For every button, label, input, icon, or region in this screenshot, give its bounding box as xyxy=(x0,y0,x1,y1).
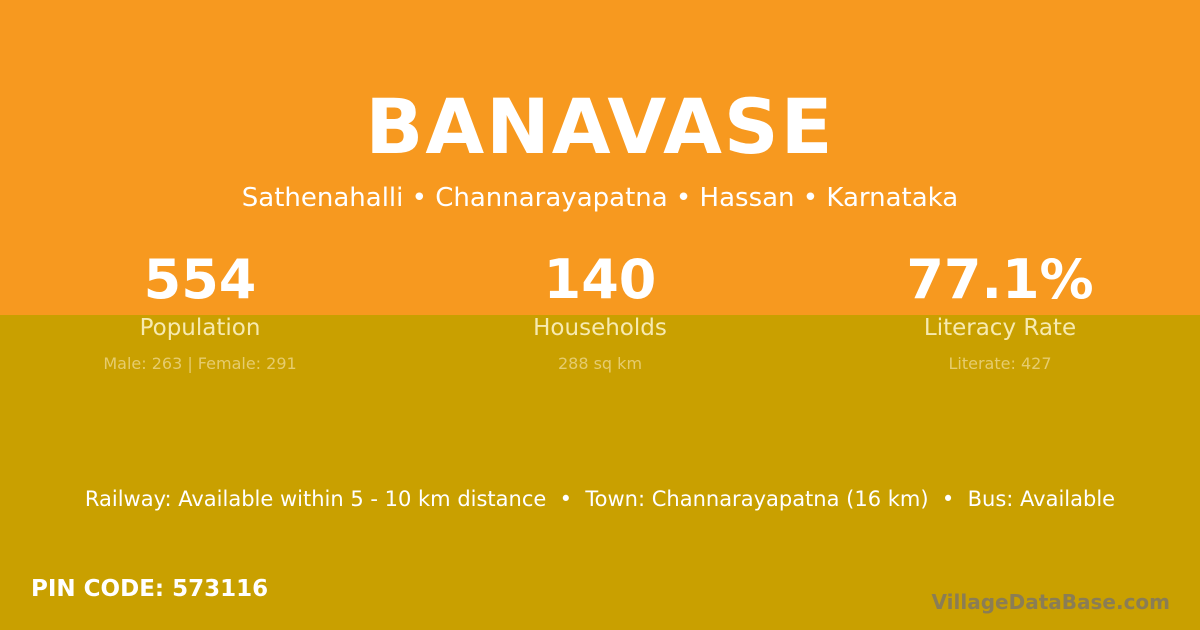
stat-label: Households xyxy=(533,315,667,341)
stat-label: Population xyxy=(139,315,261,341)
stat-note: 288 sq km xyxy=(557,354,643,373)
stat-value: 77.1% xyxy=(906,248,1094,311)
stat-label: Literacy Rate xyxy=(923,315,1077,341)
village-name: BANAVASE xyxy=(365,82,835,171)
footer-band xyxy=(0,315,1200,630)
site-logo: VillageDataBase.com xyxy=(931,590,1170,614)
stat-value: 554 xyxy=(143,248,257,311)
stat-note: Male: 263 | Female: 291 xyxy=(103,354,297,373)
pin-code: PIN CODE: 573116 xyxy=(31,576,269,602)
location-breadcrumb: Sathenahalli • Channarayapatna • Hassan … xyxy=(241,183,959,213)
transport-info: Railway: Available within 5 - 10 km dist… xyxy=(84,487,1116,511)
header-band xyxy=(0,0,1200,315)
stat-note: Literate: 427 xyxy=(948,354,1052,373)
stat-value: 140 xyxy=(543,248,657,311)
